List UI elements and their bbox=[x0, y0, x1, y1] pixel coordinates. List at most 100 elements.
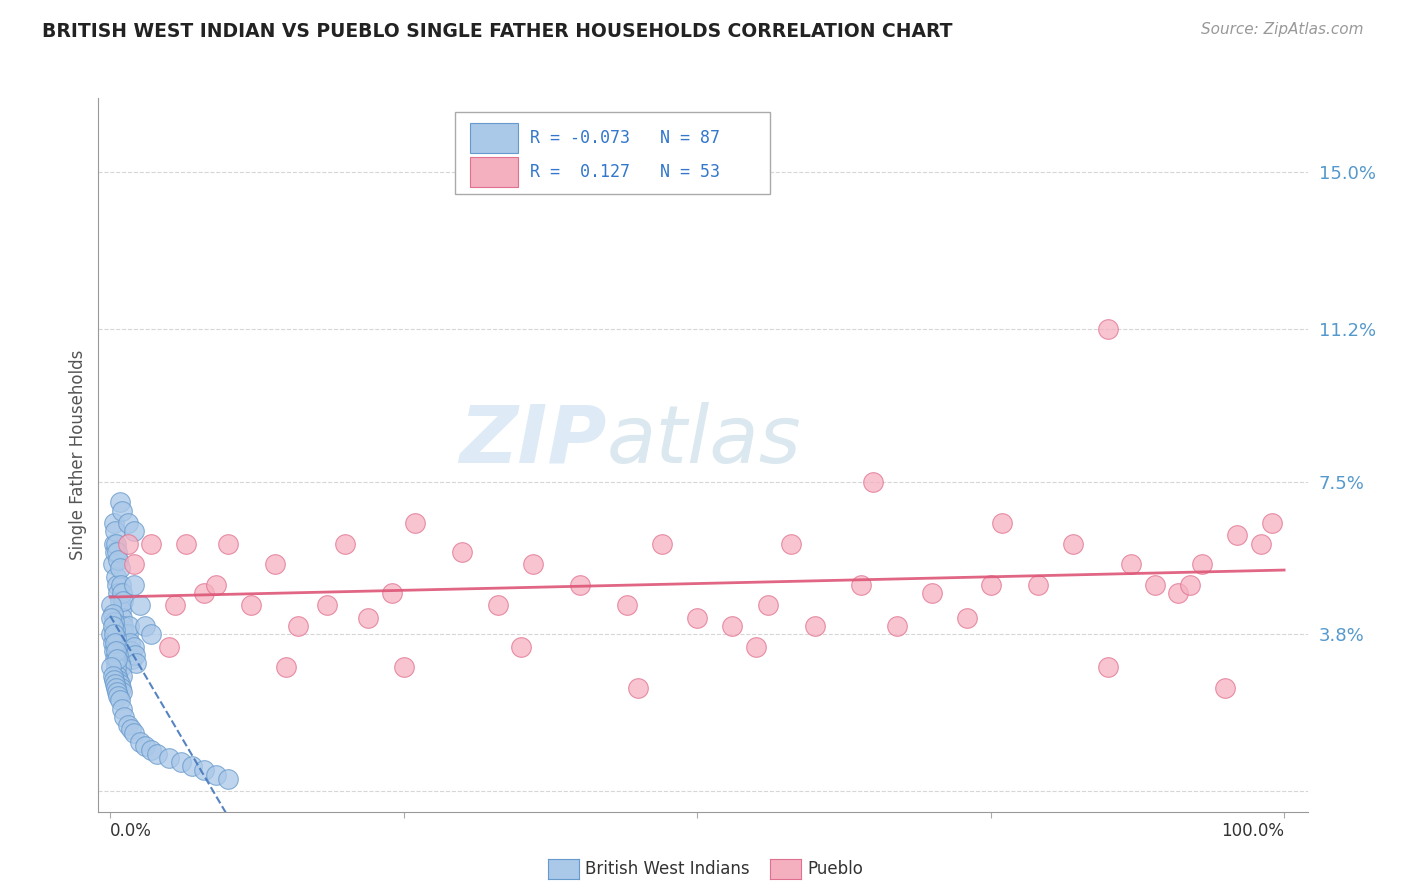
Point bbox=[141, 536, 163, 550]
Point bbox=[101, 635, 124, 649]
Point bbox=[886, 619, 908, 633]
Point bbox=[105, 681, 128, 695]
Point bbox=[128, 734, 150, 748]
Point bbox=[1250, 536, 1272, 550]
Point bbox=[103, 536, 125, 550]
Point bbox=[451, 545, 474, 559]
Point bbox=[114, 635, 136, 649]
Point bbox=[333, 536, 356, 550]
Point bbox=[105, 578, 128, 592]
Point bbox=[103, 644, 125, 658]
Point bbox=[141, 627, 163, 641]
Point bbox=[1167, 586, 1189, 600]
Point bbox=[101, 619, 124, 633]
Point bbox=[111, 685, 134, 699]
Point bbox=[204, 578, 226, 592]
Point bbox=[134, 739, 156, 753]
Point bbox=[107, 648, 129, 662]
Point bbox=[108, 561, 131, 575]
Point bbox=[105, 632, 128, 646]
Point bbox=[276, 660, 298, 674]
Point bbox=[1143, 578, 1166, 592]
FancyBboxPatch shape bbox=[470, 157, 517, 187]
FancyBboxPatch shape bbox=[470, 123, 517, 153]
Point bbox=[404, 516, 426, 530]
Point bbox=[111, 701, 134, 715]
Point bbox=[486, 599, 509, 613]
Point bbox=[193, 586, 215, 600]
Point bbox=[110, 578, 132, 592]
Point bbox=[956, 611, 979, 625]
Point bbox=[107, 553, 129, 567]
Point bbox=[1215, 681, 1237, 695]
Point bbox=[105, 660, 128, 674]
Point bbox=[104, 624, 127, 638]
Point bbox=[146, 747, 169, 761]
Point bbox=[112, 619, 135, 633]
Point bbox=[101, 668, 124, 682]
Point bbox=[193, 764, 215, 778]
Point bbox=[686, 611, 709, 625]
Point bbox=[107, 673, 129, 687]
Point bbox=[991, 516, 1014, 530]
Point bbox=[105, 668, 128, 682]
Point bbox=[121, 652, 143, 666]
Point bbox=[108, 693, 131, 707]
Point bbox=[1261, 516, 1284, 530]
Point bbox=[112, 594, 135, 608]
Point bbox=[100, 627, 122, 641]
Point bbox=[125, 657, 148, 671]
Point bbox=[316, 599, 339, 613]
Point bbox=[108, 677, 131, 691]
Point bbox=[101, 558, 124, 572]
Point bbox=[112, 710, 135, 724]
Point bbox=[110, 681, 132, 695]
Point bbox=[263, 558, 285, 572]
Point bbox=[120, 723, 142, 737]
Text: atlas: atlas bbox=[606, 401, 801, 480]
Point bbox=[392, 660, 415, 674]
Point bbox=[1062, 536, 1084, 550]
Point bbox=[105, 569, 128, 583]
Point bbox=[117, 516, 139, 530]
Point bbox=[204, 767, 226, 781]
Point bbox=[120, 635, 142, 649]
Point bbox=[108, 594, 131, 608]
Point bbox=[851, 578, 873, 592]
Point bbox=[568, 578, 591, 592]
Point bbox=[980, 578, 1002, 592]
Point bbox=[104, 677, 127, 691]
Point bbox=[111, 611, 134, 625]
Point bbox=[862, 475, 884, 489]
Point bbox=[510, 640, 533, 654]
Text: 100.0%: 100.0% bbox=[1220, 822, 1284, 840]
Point bbox=[1097, 660, 1119, 674]
Point bbox=[122, 640, 145, 654]
Point bbox=[104, 545, 127, 559]
Point bbox=[117, 536, 139, 550]
Point bbox=[108, 657, 131, 671]
Point bbox=[105, 685, 128, 699]
Point bbox=[122, 578, 145, 592]
Text: R = -0.073   N = 87: R = -0.073 N = 87 bbox=[530, 129, 720, 147]
Point bbox=[101, 607, 124, 621]
Point bbox=[100, 599, 122, 613]
Point bbox=[157, 751, 180, 765]
Point bbox=[921, 586, 943, 600]
Point bbox=[100, 611, 122, 625]
Text: BRITISH WEST INDIAN VS PUEBLO SINGLE FATHER HOUSEHOLDS CORRELATION CHART: BRITISH WEST INDIAN VS PUEBLO SINGLE FAT… bbox=[42, 22, 953, 41]
Point bbox=[745, 640, 768, 654]
Point bbox=[103, 615, 125, 629]
Point bbox=[176, 536, 198, 550]
Point bbox=[120, 644, 142, 658]
Point bbox=[103, 516, 125, 530]
Point bbox=[1180, 578, 1202, 592]
Point bbox=[181, 759, 204, 773]
Point bbox=[128, 599, 150, 613]
Point bbox=[616, 599, 638, 613]
Point bbox=[141, 743, 163, 757]
Point bbox=[381, 586, 404, 600]
Point bbox=[157, 640, 180, 654]
Point bbox=[721, 619, 744, 633]
Point bbox=[117, 718, 139, 732]
